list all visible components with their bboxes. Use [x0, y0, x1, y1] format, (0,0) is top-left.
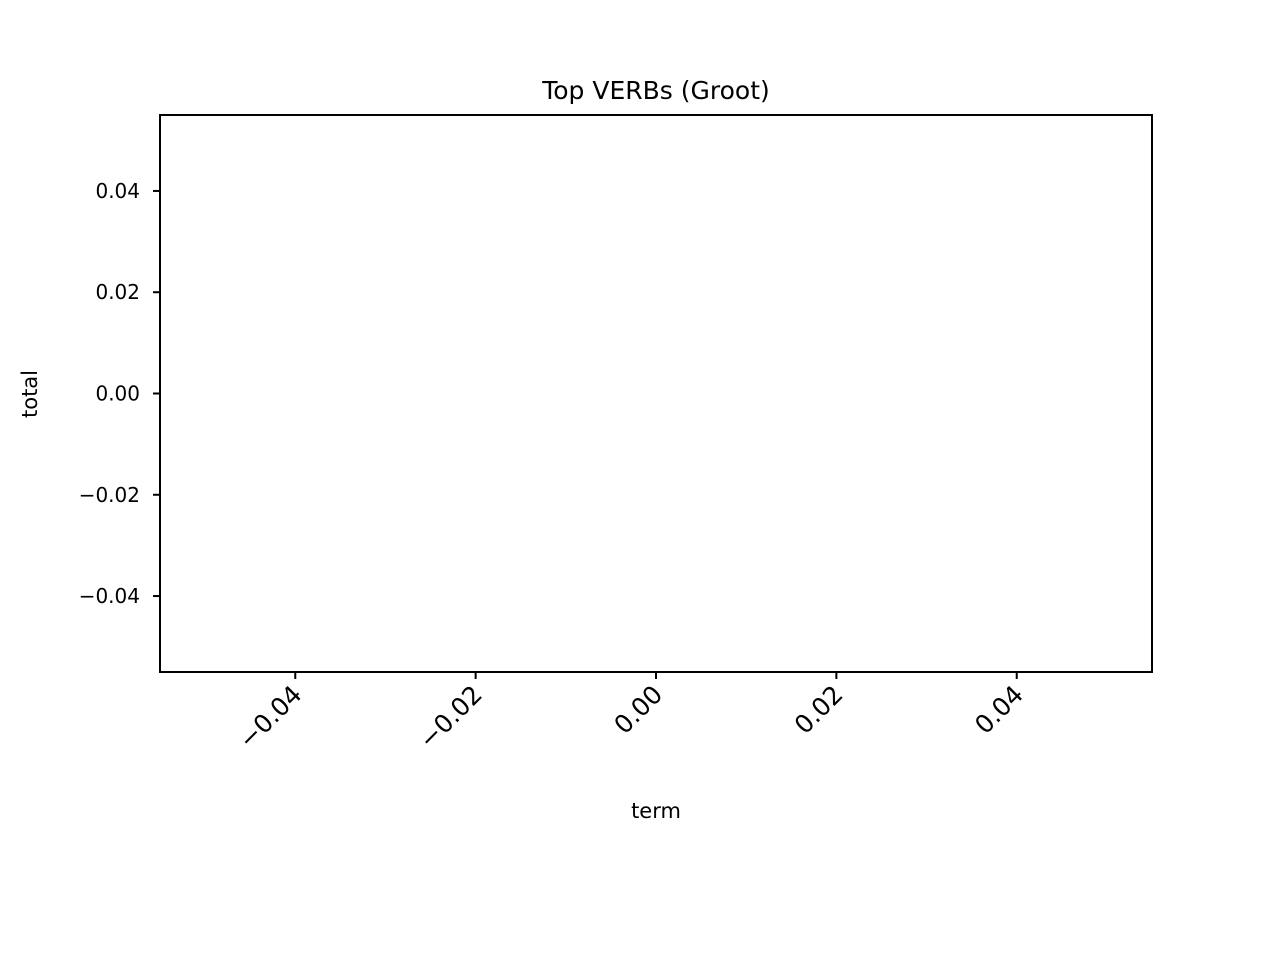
- y-tick-label: −0.02: [79, 483, 140, 507]
- y-tick-label: −0.04: [79, 584, 140, 608]
- x-axis-label: term: [631, 799, 681, 823]
- y-tick-label: 0.00: [95, 382, 140, 406]
- chart-title: Top VERBs (Groot): [541, 76, 770, 105]
- y-axis-label: total: [18, 370, 42, 418]
- y-tick-label: 0.04: [95, 179, 140, 203]
- y-axis-ticks: 0.04 0.02 0.00 −0.02 −0.04: [79, 179, 160, 608]
- y-tick-label: 0.02: [95, 280, 140, 304]
